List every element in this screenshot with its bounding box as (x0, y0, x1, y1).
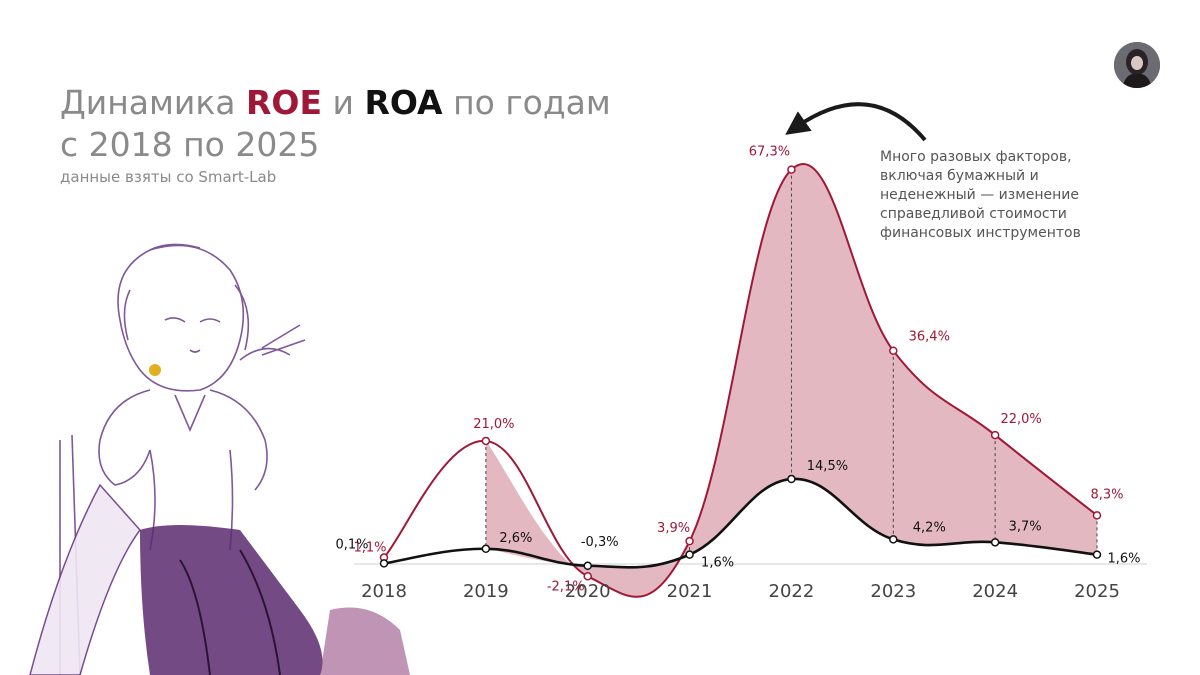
roe-point-2024 (990, 430, 1000, 440)
page-title-line2: с 2018 по 2025 (60, 125, 320, 164)
x-tick-2020: 2020 (565, 581, 611, 602)
roe-point-2022 (787, 165, 796, 174)
title-suffix: по годам (442, 83, 611, 122)
subtitle: данные взяты со Smart-Lab (60, 168, 277, 186)
avatar (1114, 42, 1160, 88)
roe-point-2025 (1092, 511, 1102, 520)
roe-label-2019: 21,0% (473, 417, 514, 432)
x-tick-2024: 2024 (972, 581, 1018, 602)
roa-point-2019 (481, 544, 491, 554)
data-labels: 1,1% 21,0% -2,1% 3,9% 67,3% 36,4% 22,0% 8,3% 0,1… (335, 145, 1140, 595)
title-and: и (322, 83, 365, 122)
roa-label-2021: 1,6% (701, 556, 734, 571)
title-roa: ROA (364, 83, 443, 122)
annotation-arrow (785, 102, 927, 142)
page-title: Динамика ROE и ROA по годам (60, 82, 611, 124)
roa-point-2023 (889, 535, 898, 544)
roa-label-2018: 0,1% (335, 537, 368, 552)
x-tick-2021: 2021 (667, 581, 713, 602)
roe-point-2023 (889, 346, 898, 355)
roe-label-2022: 67,3% (749, 145, 790, 160)
point-markers (379, 165, 1102, 581)
roa-point-2022 (787, 474, 796, 484)
roe-point-2021 (685, 536, 694, 546)
x-tick-2022: 2022 (769, 581, 815, 602)
x-tick-2018: 2018 (361, 581, 407, 602)
roe-label-2020: -2,1% (547, 579, 585, 594)
x-axis-ticks: 2018 2019 2020 2021 2022 2023 2024 2025 (361, 581, 1120, 602)
character-illustration (29, 243, 410, 675)
x-tick-2023: 2023 (870, 581, 916, 602)
roe-label-2023: 36,4% (909, 330, 950, 345)
roe-label-2021: 3,9% (657, 521, 690, 536)
title-prefix: Динамика (60, 83, 247, 122)
roa-label-2023: 4,2% (913, 520, 946, 535)
roa-label-2019: 2,6% (499, 531, 532, 546)
roe-series-line (383, 163, 1098, 598)
roe-label-2025: 8,3% (1090, 487, 1123, 502)
roa-label-2025: 1,6% (1107, 552, 1140, 567)
x-tick-2025: 2025 (1074, 581, 1120, 602)
x-tick-2019: 2019 (463, 581, 509, 602)
roe-label-2024: 22,0% (1000, 412, 1041, 427)
roe-label-2018: 1,1% (353, 541, 386, 556)
roa-label-2024: 3,7% (1009, 519, 1042, 534)
annotation-note: Много разовых факторов, включая бумажный… (880, 149, 1081, 241)
roa-point-2021 (685, 550, 694, 559)
roa-point-2024 (990, 538, 1000, 547)
title-roe: ROE (246, 83, 323, 122)
roa-series-line (383, 477, 1098, 569)
title-block: Динамика ROE и ROA по годам с 2018 по 20… (60, 82, 611, 186)
roa-label-2022: 14,5% (807, 459, 848, 474)
roe-point-2019 (481, 436, 491, 446)
roa-point-2018 (379, 559, 389, 568)
roa-label-2020: -0,3% (581, 535, 619, 550)
roe-point-2020 (583, 572, 592, 581)
roa-point-2025 (1092, 550, 1102, 559)
roa-point-2020 (583, 561, 592, 571)
